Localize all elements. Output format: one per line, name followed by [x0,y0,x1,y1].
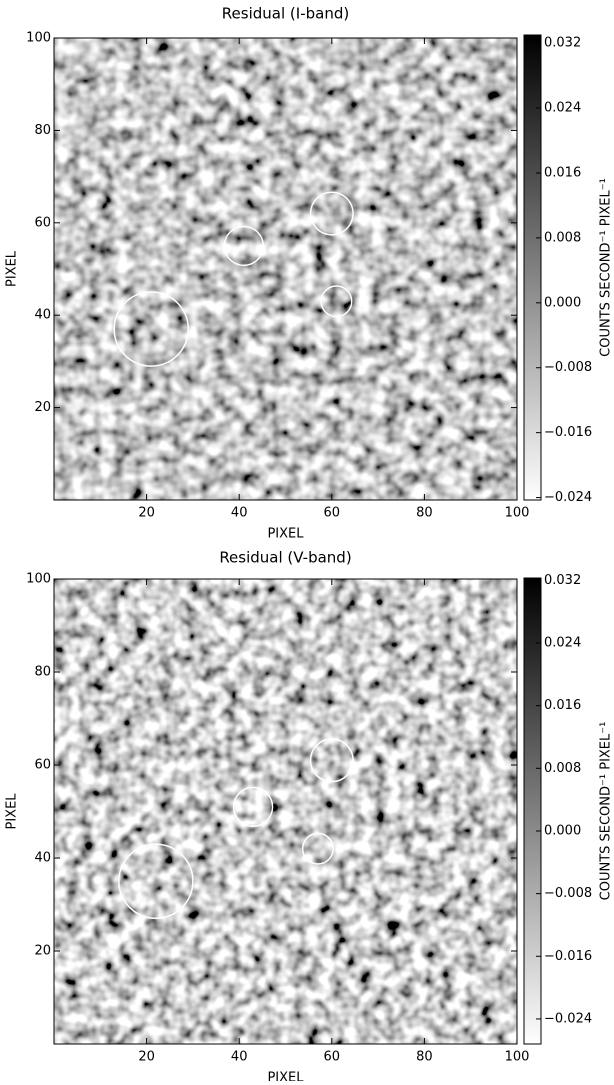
colorbar-tick-label: 0.008 [544,761,581,776]
aperture-circle [320,285,353,318]
x-tick-label: 20 [138,506,155,521]
colorbar-tick-label: 0.032 [544,36,581,51]
colorbar [523,577,542,1045]
y-tick-label: 80 [34,123,51,138]
axes-frame [53,37,518,501]
y-tick-label: 100 [26,572,51,587]
colorbar-tick-label: 0.000 [544,823,581,838]
aperture-circle [309,738,354,783]
y-tick-label: 40 [34,308,51,323]
colorbar-tick-label: −0.016 [544,949,592,964]
colorbar-tick-label: 0.016 [544,698,581,713]
x-tick-label: 60 [324,1050,341,1065]
aperture-circle [301,832,334,865]
chart-title: Residual (I-band) [222,5,349,23]
residual-image [54,579,517,1044]
colorbar-tick-label: 0.016 [544,165,581,180]
colorbar-tick-label: −0.024 [544,1011,592,1026]
colorbar-tick-label: 0.024 [544,101,581,116]
aperture-circle [223,225,265,267]
colorbar-tick-label: 0.000 [544,295,581,310]
y-tick-label: 40 [34,851,51,866]
axes-frame [53,578,518,1045]
y-tick-label: 20 [34,944,51,959]
colorbar-tick-label: −0.008 [544,360,592,375]
aperture-circle [113,291,190,367]
aperture-circle [309,191,354,236]
colorbar-tick-label: 0.032 [544,573,581,588]
colorbar-tick-label: −0.016 [544,425,592,440]
y-tick-label: 20 [34,400,51,415]
colorbar [523,34,542,501]
x-tick-label: 40 [231,1050,248,1065]
y-tick-label: 100 [26,31,51,46]
y-tick-label: 60 [34,215,51,230]
aperture-circle [232,786,274,828]
x-tick-label: 20 [138,1050,155,1065]
colorbar-label: COUNTS SECOND⁻¹ PIXEL⁻¹ [599,178,614,357]
aperture-circle [118,843,194,920]
chart-title: Residual (V-band) [219,549,351,567]
colorbar-tick-label: 0.008 [544,230,581,245]
x-tick-label: 100 [505,506,530,521]
y-tick-label: 80 [34,665,51,680]
colorbar-label: COUNTS SECOND⁻¹ PIXEL⁻¹ [599,722,614,901]
x-tick-label: 80 [416,1050,433,1065]
y-axis-label: PIXEL [5,793,20,830]
colorbar-tick-label: 0.024 [544,636,581,651]
y-axis-label: PIXEL [5,250,20,287]
colorbar-tick-label: −0.008 [544,886,592,901]
x-tick-label: 60 [324,506,341,521]
colorbar-tick-label: −0.024 [544,490,592,505]
residual-image [54,38,517,500]
x-tick-label: 40 [231,506,248,521]
x-tick-label: 80 [416,506,433,521]
x-tick-label: 100 [505,1050,530,1065]
x-axis-label: PIXEL [267,1071,304,1082]
x-axis-label: PIXEL [267,527,304,542]
y-tick-label: 60 [34,758,51,773]
